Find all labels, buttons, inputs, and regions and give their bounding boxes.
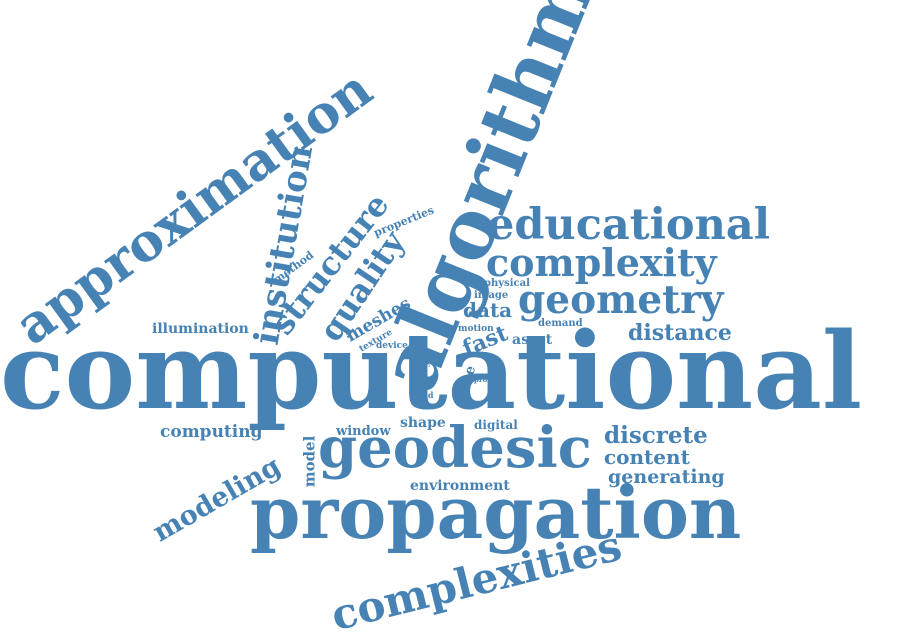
word-computing: computing bbox=[160, 422, 263, 442]
word-illumination: illumination bbox=[152, 321, 249, 337]
word-environment: environment bbox=[410, 478, 510, 494]
word-complexity: complexity bbox=[486, 240, 717, 285]
word-asset: asset bbox=[512, 332, 553, 348]
word-digital: digital bbox=[474, 418, 518, 432]
word-proc: proc bbox=[474, 375, 492, 384]
word-hand: hand bbox=[411, 390, 434, 400]
word-device: device bbox=[376, 341, 408, 351]
word-acc: acc bbox=[416, 355, 430, 364]
word-motion: motion bbox=[458, 324, 494, 334]
word-model: model bbox=[300, 435, 319, 488]
word-generating: generating bbox=[608, 466, 725, 488]
word-computational: computational bbox=[0, 308, 863, 433]
word-propagation: propagation bbox=[250, 470, 742, 555]
word-image: image bbox=[474, 290, 509, 301]
word-discrete: discrete bbox=[604, 422, 708, 449]
word-distance: distance bbox=[628, 320, 732, 346]
word-scale: scale bbox=[411, 380, 434, 390]
word-data: data bbox=[463, 298, 513, 322]
word-content: content bbox=[604, 445, 690, 469]
word-physical: physical bbox=[484, 278, 530, 289]
word-geometry: geometry bbox=[518, 277, 724, 323]
word-educational: educational bbox=[487, 200, 771, 250]
word-demand: demand bbox=[538, 318, 583, 329]
word-window: window bbox=[336, 424, 391, 439]
word-geodesic: geodesic bbox=[318, 415, 592, 481]
word-shape: shape bbox=[400, 415, 446, 431]
